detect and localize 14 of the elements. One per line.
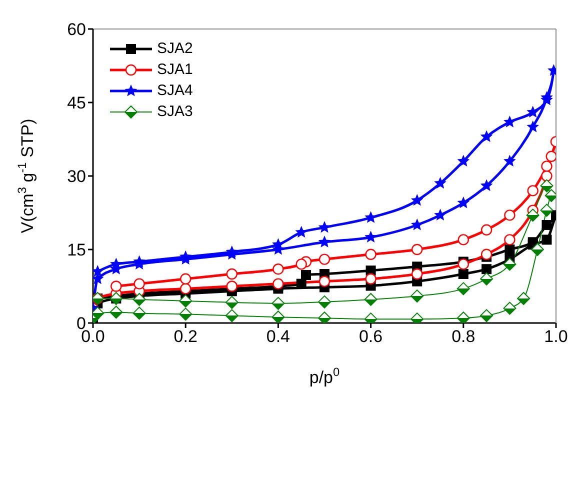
legend-label: SJA3 bbox=[157, 103, 193, 120]
x-tick-label: 0.8 bbox=[452, 327, 476, 346]
x-tick-label: 0.6 bbox=[358, 327, 383, 346]
y-tick-label: 45 bbox=[67, 94, 86, 113]
legend-label: SJA1 bbox=[157, 61, 193, 78]
x-tick-label: 0.2 bbox=[174, 327, 198, 346]
y-tick-label: 30 bbox=[67, 167, 86, 186]
x-tick-label: 0.4 bbox=[266, 327, 290, 346]
legend-label: SJA2 bbox=[157, 40, 193, 57]
legend-label: SJA4 bbox=[157, 82, 193, 99]
y-tick-label: 15 bbox=[67, 240, 86, 260]
y-tick-label: 60 bbox=[67, 20, 86, 40]
x-tick-label: 1.0 bbox=[544, 327, 568, 346]
x-axis-title: p/p$^{0}$ bbox=[309, 365, 340, 387]
